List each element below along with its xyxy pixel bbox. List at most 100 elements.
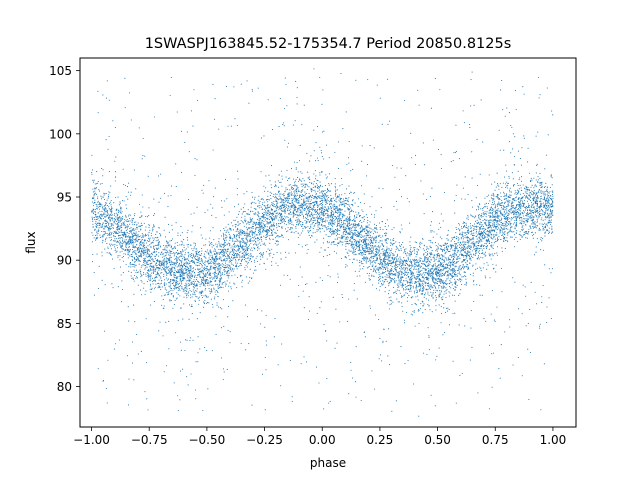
data-point — [319, 214, 321, 216]
data-point — [334, 193, 336, 195]
data-point — [224, 258, 226, 260]
data-point — [195, 361, 197, 363]
data-point — [458, 324, 460, 326]
data-point — [267, 201, 269, 203]
data-point — [443, 293, 445, 295]
data-point — [295, 211, 297, 213]
data-point — [551, 110, 553, 112]
data-point — [402, 272, 404, 275]
data-point — [125, 225, 127, 227]
data-point — [456, 228, 458, 231]
data-point — [320, 149, 322, 152]
data-point — [387, 264, 389, 267]
data-point — [234, 258, 236, 260]
data-point — [285, 231, 288, 233]
data-point — [455, 265, 457, 267]
data-point — [413, 250, 415, 252]
data-point — [131, 259, 133, 261]
data-point — [441, 281, 443, 283]
data-point — [547, 197, 549, 199]
data-point — [353, 250, 355, 252]
data-point — [172, 262, 174, 264]
data-point — [449, 292, 451, 294]
data-point — [270, 218, 272, 220]
data-point — [314, 170, 316, 172]
data-point — [93, 179, 95, 181]
data-point — [417, 269, 419, 271]
data-point — [105, 223, 108, 225]
data-point — [341, 201, 343, 203]
data-point — [300, 209, 302, 211]
data-point — [419, 242, 421, 244]
data-point — [534, 225, 536, 227]
data-point — [153, 261, 155, 263]
data-point — [485, 219, 487, 222]
data-point — [352, 168, 354, 171]
data-point — [519, 215, 521, 217]
data-point — [250, 206, 252, 208]
data-point — [161, 295, 163, 297]
data-point — [484, 232, 487, 234]
data-point — [508, 189, 511, 191]
data-point — [147, 175, 149, 177]
data-point — [530, 196, 532, 198]
data-point — [490, 206, 493, 208]
data-point — [125, 196, 127, 198]
data-point — [117, 286, 119, 288]
data-point — [547, 215, 549, 217]
data-point — [263, 199, 265, 201]
data-point — [401, 260, 403, 262]
data-point — [461, 372, 463, 375]
data-point — [445, 311, 447, 314]
data-point — [226, 272, 228, 274]
data-point — [475, 241, 477, 243]
data-point — [232, 270, 234, 272]
data-point — [332, 242, 334, 244]
data-point — [363, 260, 365, 262]
data-point — [249, 258, 251, 260]
data-point — [387, 254, 389, 256]
data-point — [134, 213, 136, 215]
data-point — [350, 250, 352, 252]
data-point — [405, 267, 407, 269]
data-point — [402, 310, 404, 312]
data-point — [241, 216, 243, 218]
data-point — [239, 222, 241, 225]
data-point — [210, 290, 212, 293]
data-point — [367, 79, 369, 81]
data-point — [481, 231, 484, 234]
data-point — [369, 243, 372, 245]
data-point — [537, 194, 539, 197]
data-point — [362, 217, 364, 219]
data-point — [295, 201, 297, 203]
data-point — [130, 227, 132, 229]
data-point — [301, 246, 303, 248]
data-point — [496, 172, 498, 174]
data-point — [298, 205, 300, 207]
data-point — [269, 216, 271, 218]
data-point — [478, 216, 480, 218]
data-point — [544, 208, 547, 210]
data-point — [114, 249, 116, 251]
data-point — [516, 183, 519, 185]
data-point — [422, 312, 424, 314]
data-point — [428, 239, 430, 242]
data-point — [174, 265, 176, 267]
data-point — [470, 248, 472, 250]
data-point — [256, 260, 258, 262]
data-point — [287, 219, 289, 221]
data-point — [101, 242, 103, 244]
data-point — [148, 235, 150, 237]
data-point — [121, 247, 123, 250]
data-point — [469, 225, 472, 227]
data-point — [193, 246, 195, 248]
data-point — [431, 272, 433, 274]
data-point — [488, 224, 490, 226]
data-point — [483, 214, 485, 216]
data-point — [271, 248, 273, 250]
data-point — [168, 254, 170, 256]
data-point — [236, 268, 238, 270]
data-point — [261, 226, 263, 228]
data-point — [267, 99, 269, 101]
data-point — [468, 247, 470, 249]
